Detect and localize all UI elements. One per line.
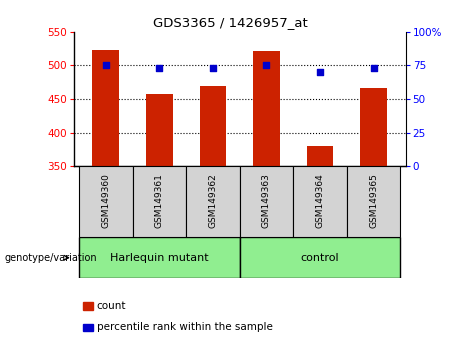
Bar (83, 324, 93, 331)
Bar (146, 94, 173, 166)
Bar (79, 237, 240, 278)
Point (209, 65, 217, 71)
Text: GSM149360: GSM149360 (101, 173, 110, 228)
Text: GSM149363: GSM149363 (262, 173, 271, 228)
Bar (240, 166, 293, 237)
Text: GSM149361: GSM149361 (155, 173, 164, 228)
Point (156, 65, 163, 71)
Bar (93, 50, 119, 166)
Bar (83, 302, 93, 310)
Text: Harlequin mutant: Harlequin mutant (110, 252, 209, 263)
Bar (133, 166, 186, 237)
Point (316, 69, 324, 75)
Text: percentile rank within the sample: percentile rank within the sample (97, 322, 273, 332)
Text: GSM149362: GSM149362 (208, 173, 218, 228)
Bar (79, 166, 133, 237)
Bar (293, 166, 347, 237)
Text: GSM149365: GSM149365 (369, 173, 378, 228)
Bar (186, 166, 240, 237)
Text: count: count (97, 301, 126, 311)
Text: GSM149364: GSM149364 (315, 173, 325, 228)
Bar (360, 88, 387, 166)
Bar (307, 145, 333, 166)
Point (102, 63, 110, 68)
Bar (253, 51, 280, 166)
Point (370, 65, 377, 71)
Text: control: control (301, 252, 339, 263)
Bar (347, 166, 400, 237)
Text: genotype/variation: genotype/variation (5, 253, 97, 263)
Bar (200, 86, 226, 166)
Bar (240, 237, 400, 278)
Point (263, 63, 270, 68)
Text: GDS3365 / 1426957_at: GDS3365 / 1426957_at (153, 16, 308, 29)
